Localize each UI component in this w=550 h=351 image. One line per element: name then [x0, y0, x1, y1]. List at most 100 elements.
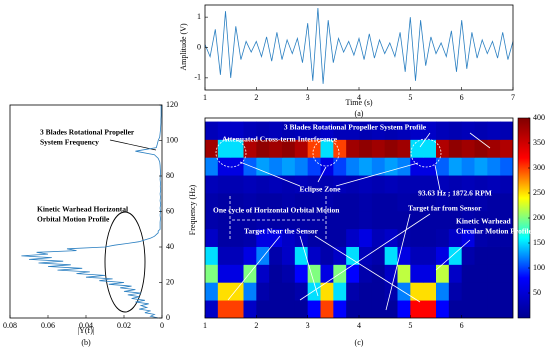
heat-cell [294, 175, 309, 194]
heat-cell [307, 264, 321, 283]
heat-cell [410, 121, 424, 140]
heat-cell [461, 246, 475, 265]
heat-cell [500, 121, 513, 140]
heat-cell [359, 228, 373, 247]
heat-cell [346, 246, 360, 265]
heat-cell [410, 282, 424, 301]
heat-cell [256, 175, 270, 194]
heat-cell [397, 121, 411, 140]
heat-cell [397, 193, 411, 212]
heat-cell [320, 139, 334, 158]
heat-cell [333, 210, 347, 230]
heat-cell [487, 175, 501, 194]
heat-cell [243, 175, 257, 194]
heat-cell [294, 193, 309, 212]
y-tick-label: 100 [166, 135, 178, 144]
heat-cell [474, 193, 488, 212]
heat-cell [410, 246, 424, 265]
heat-cell [243, 300, 257, 318]
heat-cell [423, 193, 437, 212]
heat-cell [294, 300, 309, 318]
x-tick-label: 3 [306, 93, 310, 102]
heat-cell [448, 193, 463, 212]
heat-cell [307, 175, 321, 194]
heat-cell [487, 264, 501, 283]
heat-cell [371, 193, 386, 212]
heat-cell [269, 121, 283, 140]
panel-c: 50 100 150 200 250 300 350 400 1 2 3 4 5 6 [203, 113, 545, 330]
heat-cell [474, 121, 488, 140]
annotation: Target Near the Sensor [244, 227, 319, 236]
heat-cell [269, 175, 283, 194]
heat-cell [371, 264, 386, 283]
x-tick-label: 6 [460, 93, 464, 102]
heat-cell [333, 228, 347, 247]
annotation: Target far from Sensor [408, 204, 482, 213]
x-label: Time (s) [345, 98, 372, 107]
heat-cell [320, 300, 334, 318]
heat-cell [487, 300, 501, 318]
heat-cell [205, 246, 219, 265]
heat-cell [320, 210, 334, 230]
heat-cell [410, 264, 424, 283]
heat-cell [217, 193, 232, 212]
x-tick-label: 4 [357, 321, 361, 330]
y-tick-label: -1 [194, 73, 201, 82]
heat-cell [256, 121, 270, 140]
heat-cell [359, 282, 373, 301]
heat-cell [346, 228, 360, 247]
heat-cell [410, 300, 424, 318]
heat-cell [461, 121, 475, 140]
heat-cell [448, 210, 463, 230]
heat-cell [333, 157, 347, 176]
heat-cell [217, 300, 232, 318]
y-tick-label: 1 [197, 12, 201, 21]
colorbar-label: 400 [533, 113, 545, 122]
heat-cell [307, 282, 321, 301]
annotation: Orbital Motion Profile [37, 215, 110, 224]
x-tick-label: 5 [408, 321, 412, 330]
heat-cell [423, 139, 437, 158]
heat-cell [320, 121, 334, 140]
heat-cell [230, 228, 244, 247]
annotation: Kinetic Warhead Horizontal [37, 205, 128, 214]
heat-cell [256, 246, 270, 265]
heat-cell [461, 193, 475, 212]
heat-cell [269, 139, 283, 158]
colorbar-label: 250 [533, 188, 545, 197]
heat-cell [333, 139, 347, 158]
heat-cell [487, 282, 501, 301]
heat-cell [359, 139, 373, 158]
heat-cell [410, 157, 424, 176]
y-tick-label: 80 [166, 171, 174, 180]
heat-cell [205, 157, 219, 176]
heat-cell [346, 210, 360, 230]
heat-cell [256, 228, 270, 247]
heat-cell [256, 300, 270, 318]
heat-cell [230, 193, 244, 212]
heat-cell [217, 228, 232, 247]
heat-cell [448, 175, 463, 194]
heat-cell [384, 121, 398, 140]
x-tick-label: 1 [203, 321, 207, 330]
caption: (b) [81, 338, 91, 347]
heat-cell [307, 121, 321, 140]
heat-cell [320, 282, 334, 301]
x-tick-label: 0 [160, 321, 164, 330]
heat-cell [423, 121, 437, 140]
heat-cell [384, 282, 398, 301]
heat-cell [461, 228, 475, 247]
heat-cell [500, 246, 513, 265]
annotation: Kinetic Warhead [456, 217, 511, 226]
heat-cell [461, 210, 475, 230]
heat-cell [423, 264, 437, 283]
heat-cell [346, 157, 360, 176]
heat-cell [269, 264, 283, 283]
y-tick-label: 120 [166, 100, 178, 109]
heat-cell [217, 157, 232, 176]
heat-cell [230, 246, 244, 265]
eclipse [215, 138, 247, 168]
annotation: Circular Motion Profile [456, 227, 532, 236]
y-tick-label: 0 [197, 42, 201, 51]
heat-cell [423, 210, 437, 230]
